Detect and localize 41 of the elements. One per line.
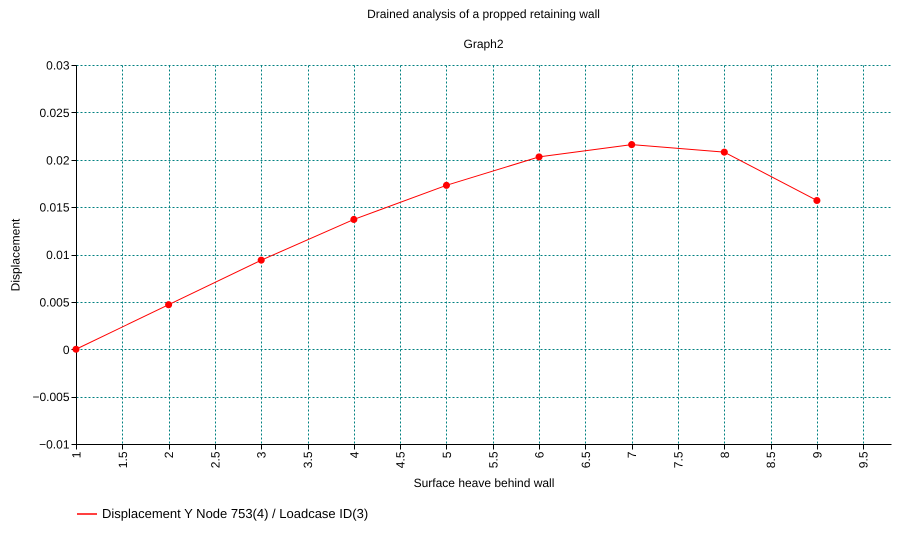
- legend-label: Displacement Y Node 753(4) / Loadcase ID(3): [102, 506, 368, 521]
- y-tick-label: −0.01: [39, 438, 70, 452]
- point: [813, 196, 820, 204]
- x-tick-label: 1: [70, 451, 84, 458]
- x-tick-label: 2.5: [208, 451, 222, 468]
- x-tick-label: 9.5: [856, 451, 871, 468]
- point: [258, 256, 265, 264]
- x-tick-label: 5.5: [486, 451, 500, 468]
- point: [350, 216, 358, 223]
- x-axis-title: Surface heave behind wall: [414, 476, 554, 490]
- y-tick-label: 0: [62, 342, 70, 357]
- y-tick-label: −0.005: [32, 390, 70, 404]
- point: [720, 148, 728, 156]
- x-tick-label: 5: [440, 451, 454, 458]
- x-tick-label: 6: [532, 451, 547, 458]
- y-tick-label: 0.025: [39, 106, 70, 120]
- x-tick-label: 1.5: [116, 451, 130, 468]
- x-tick-label: 2: [162, 451, 176, 458]
- x-tick-label: 8: [718, 451, 732, 458]
- point: [628, 141, 636, 148]
- chart-subtitle: Graph2: [463, 37, 504, 51]
- y-tick-label: 0.005: [39, 295, 70, 310]
- point: [165, 301, 172, 308]
- chart-title: Drained analysis of a propped retaining wall: [367, 7, 600, 21]
- y-tick-label: 0.015: [39, 200, 70, 215]
- point: [72, 346, 80, 353]
- x-tick-label: 3.5: [301, 451, 316, 468]
- y-axis-title: Displacement: [8, 218, 22, 292]
- x-tick-label: 3: [254, 451, 269, 458]
- y-tick-label: 0.02: [46, 153, 70, 168]
- y-tick-label: 0.01: [46, 248, 70, 262]
- y-tick-label: 0.03: [46, 58, 70, 72]
- point: [536, 153, 543, 160]
- x-tick-label: 7.5: [671, 451, 686, 468]
- x-tick-label: 7: [625, 451, 640, 458]
- x-tick-label: 4.5: [394, 451, 408, 468]
- x-tick-label: 9: [810, 451, 824, 458]
- x-tick-label: 4: [347, 451, 362, 458]
- x-tick-label: 8.5: [764, 451, 778, 468]
- point: [442, 182, 450, 189]
- x-tick-label: 6.5: [578, 451, 593, 468]
